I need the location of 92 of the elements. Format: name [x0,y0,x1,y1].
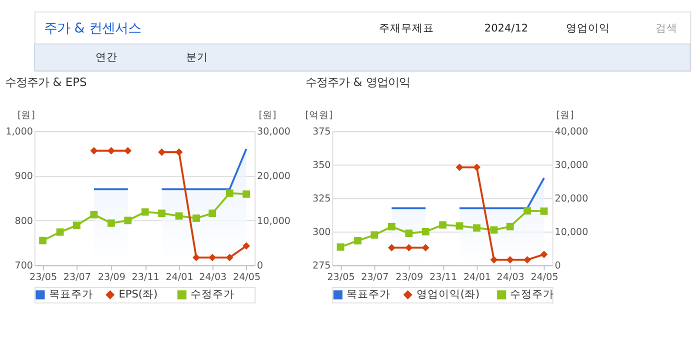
x-tick-label: 23/07 [361,272,389,283]
y2-tick-label: 0 [257,260,264,272]
point [540,207,548,215]
point [175,148,183,156]
point [192,214,200,222]
y2-tick-label: 0 [554,260,561,272]
point [242,242,250,250]
point [456,222,464,230]
point [90,147,98,154]
text: 주재무제표 [379,22,434,35]
point [456,164,464,172]
point [439,221,447,229]
x-tick-label: 24/03 [496,272,524,283]
y-tick-label: 800 [14,216,34,227]
x-tick-label: 23/05 [30,272,58,283]
point [473,164,480,172]
point [422,228,430,236]
point [405,244,413,252]
point [370,231,378,239]
point [56,228,64,236]
legend-label: 목표주가 [48,288,93,301]
text: 영업이익 [566,22,610,35]
x-tick-label: 23/11 [430,272,458,283]
point [540,250,548,258]
point [107,147,115,154]
y2-tick-label: 20,000 [257,171,291,182]
y2-axis-title: [원] [556,110,574,122]
chart-title: 수정주가 & 영업이익 [306,75,410,90]
point [524,207,532,215]
y-tick-label: 325 [312,193,331,204]
x-tick-label: 23/11 [132,272,160,283]
point [208,254,216,262]
text: 연간 [95,51,118,64]
point [124,147,132,154]
x-tick-label: 23/09 [98,272,126,283]
point [388,244,396,252]
point [506,222,514,230]
x-tick-label: 24/01 [166,272,194,283]
legend-label: 목표주가 [346,288,391,301]
text: 검색 [655,22,678,35]
point [473,224,480,232]
point [208,210,216,218]
point [226,190,234,197]
y-tick-label: 1,000 [6,126,34,138]
legend-label: 영업이익(좌) [416,288,480,301]
point [490,226,498,234]
x-tick-label: 23/05 [327,272,355,283]
x-tick-label: 23/07 [63,272,91,283]
y-tick-label: 900 [14,171,34,182]
point [354,236,362,244]
point [107,219,115,227]
y-tick-label: 700 [14,260,34,272]
y-axis-title: [억원] [305,110,333,122]
text: 분기 [186,51,208,64]
y-axis-title: [원] [17,110,35,122]
legend-label: EPS(좌) [118,288,158,301]
point [242,190,250,198]
y2-tick-label: 30,000 [257,126,291,138]
y2-tick-label: 10,000 [257,216,291,227]
point [506,256,514,264]
y2-axis-title: [원] [258,110,276,122]
point [226,254,234,262]
legend-label: 수정주가 [190,288,235,301]
y2-tick-label: 40,000 [554,126,588,138]
point [490,256,498,264]
x-tick-label: 24/05 [530,272,558,283]
point [158,148,166,156]
text: 2024/12 [484,22,528,35]
point [158,210,166,218]
text: 주가 & 컨센서스 [44,22,142,37]
y2-tick-label: 10,000 [554,226,588,238]
y2-tick-label: 30,000 [554,160,588,171]
point [524,256,532,264]
y-tick-label: 375 [312,126,331,138]
point [124,216,132,224]
point [141,208,149,216]
x-tick-label: 23/09 [396,272,424,283]
point [90,210,98,218]
y2-tick-label: 20,000 [554,193,588,204]
legend-label: 수정주가 [510,288,554,301]
point [39,236,47,244]
point [422,244,430,252]
chart-title: 수정주가 & EPS [5,75,87,90]
point [388,222,396,230]
y-tick-label: 350 [312,160,331,171]
x-tick-label: 24/01 [463,272,492,283]
point [405,230,413,238]
y-tick-label: 300 [312,226,331,238]
x-tick-label: 24/03 [199,272,227,283]
point [73,222,80,230]
x-tick-label: 24/05 [233,272,261,283]
y-tick-label: 275 [312,260,331,272]
